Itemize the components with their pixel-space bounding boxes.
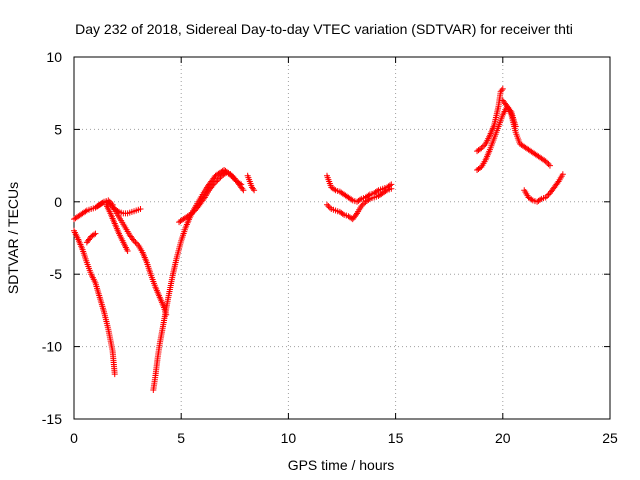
data-point: [133, 240, 140, 247]
series-track-5: [103, 201, 131, 255]
x-tick-label: 25: [602, 430, 618, 446]
y-tick-label: -10: [42, 339, 62, 355]
data-point: [323, 201, 330, 208]
data-point: [559, 171, 566, 178]
y-tick-label: 10: [46, 49, 62, 65]
data-point: [507, 107, 514, 114]
data-point: [358, 203, 365, 210]
data-point: [210, 181, 217, 188]
data-point: [129, 236, 136, 243]
y-tick-labels: -15 -10 -5 0 5 10: [42, 49, 62, 427]
data-point: [131, 237, 138, 244]
data-point: [499, 85, 506, 92]
x-tick-label: 10: [281, 430, 297, 446]
data-point: [348, 196, 355, 203]
axis-ticks: [73, 56, 611, 420]
data-point: [228, 172, 235, 179]
data-point: [188, 210, 195, 217]
series-track-14: [499, 97, 519, 130]
data-point: [544, 159, 551, 166]
data-point: [325, 203, 332, 210]
data-point: [191, 207, 198, 214]
data-point: [209, 182, 216, 189]
data-point: [479, 143, 486, 150]
y-tick-label: -5: [50, 266, 63, 282]
data-point: [200, 195, 207, 202]
data-point: [481, 142, 488, 149]
data-point: [251, 187, 258, 194]
series-track-11: [323, 185, 395, 223]
grid: [74, 57, 610, 419]
data-point: [82, 208, 89, 215]
data-point: [250, 185, 257, 192]
data-point: [211, 179, 218, 186]
series-track-3: [83, 230, 99, 246]
x-tick-label: 5: [177, 430, 185, 446]
data-point: [356, 196, 363, 203]
data-point: [528, 196, 535, 203]
data-point: [554, 179, 561, 186]
data-point: [542, 158, 549, 165]
data-point: [386, 182, 393, 189]
data-point: [124, 248, 131, 255]
data-point: [97, 201, 104, 208]
y-tick-label: 0: [54, 194, 62, 210]
x-tick-labels: 0 5 10 15 20 25: [70, 430, 618, 446]
data-point: [512, 123, 519, 130]
chart-title: Day 232 of 2018, Sidereal Day-to-day VTE…: [75, 21, 573, 37]
data-point: [111, 371, 118, 378]
y-tick-label: 5: [54, 121, 62, 137]
y-axis-label: SDTVAR / TECUs: [5, 182, 21, 294]
data-point: [326, 204, 333, 211]
data-point: [214, 177, 221, 184]
data-point: [544, 193, 551, 200]
data-point: [388, 185, 395, 192]
data-point: [476, 165, 483, 172]
data-point: [542, 194, 549, 201]
data-point: [92, 230, 99, 237]
data-point: [216, 175, 223, 182]
data-point: [230, 174, 237, 181]
data-point: [478, 145, 485, 152]
data-point: [546, 162, 553, 169]
y-tick-label: -15: [42, 411, 62, 427]
data-point: [213, 178, 220, 185]
series-track-15: [521, 171, 566, 205]
data-point: [91, 231, 98, 238]
data-point: [331, 186, 338, 193]
series-track-10: [323, 172, 395, 205]
data-series: [71, 85, 566, 394]
data-point: [374, 188, 381, 195]
x-tick-label: 15: [388, 430, 404, 446]
series-track-8: [176, 169, 247, 226]
plot-area: [73, 56, 611, 420]
data-point: [339, 210, 346, 217]
data-point: [359, 201, 366, 208]
x-tick-label: 20: [495, 430, 511, 446]
series-track-7: [150, 166, 245, 394]
series-track-9: [244, 172, 258, 194]
data-point: [382, 188, 389, 195]
data-point: [365, 196, 372, 203]
data-point: [227, 171, 234, 178]
x-tick-label: 0: [70, 430, 78, 446]
data-point: [132, 239, 139, 246]
data-point: [536, 196, 543, 203]
series-track-2: [71, 227, 118, 378]
data-point: [545, 161, 552, 168]
data-point: [352, 211, 359, 218]
series-track-6: [109, 203, 170, 318]
data-point: [240, 187, 247, 194]
data-point: [545, 191, 552, 198]
data-point: [498, 87, 505, 94]
x-axis-label: GPS time / hours: [288, 457, 395, 473]
series-track-4: [94, 198, 144, 217]
data-point: [137, 206, 144, 213]
data-point: [239, 185, 246, 192]
data-point: [190, 208, 197, 215]
series-track-13: [474, 85, 506, 155]
